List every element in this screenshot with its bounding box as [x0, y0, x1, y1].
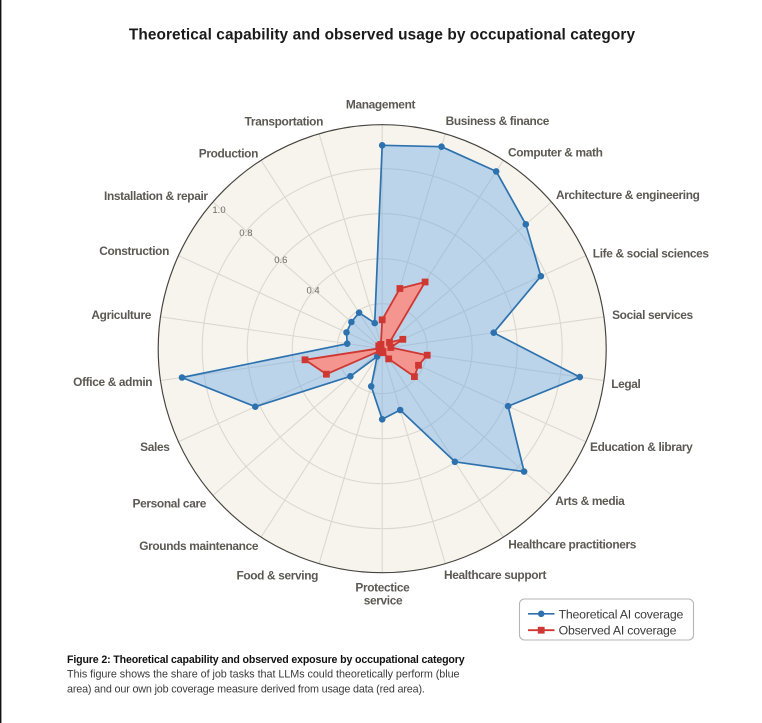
svg-text:Education & library: Education & library — [590, 440, 693, 454]
svg-text:0.4: 0.4 — [306, 286, 319, 297]
svg-text:0.6: 0.6 — [274, 255, 287, 266]
svg-text:Protectice: Protectice — [355, 581, 410, 595]
svg-text:Sales: Sales — [140, 440, 170, 454]
svg-text:Office & admin: Office & admin — [73, 375, 152, 389]
svg-text:Food & serving: Food & serving — [236, 569, 318, 583]
svg-text:0.8: 0.8 — [239, 228, 252, 239]
svg-text:Healthcare practitioners: Healthcare practitioners — [508, 537, 636, 551]
svg-text:Life & social sciences: Life & social sciences — [593, 246, 710, 260]
svg-text:Legal: Legal — [611, 377, 640, 391]
svg-text:Observed AI coverage: Observed AI coverage — [559, 624, 677, 638]
svg-text:Agriculture: Agriculture — [91, 308, 151, 322]
svg-text:Personal care: Personal care — [133, 497, 207, 511]
svg-text:Theoretical capability and obs: Theoretical capability and observed usag… — [129, 27, 636, 44]
svg-text:Computer & math: Computer & math — [508, 146, 603, 160]
svg-text:Transportation: Transportation — [245, 115, 323, 129]
svg-text:Theoretical AI coverage: Theoretical AI coverage — [559, 607, 684, 621]
svg-text:1.0: 1.0 — [212, 205, 225, 216]
svg-text:This figure shows the share of: This figure shows the share of job tasks… — [67, 669, 460, 681]
svg-text:area) and our own job coverage: area) and our own job coverage measure d… — [67, 683, 425, 695]
svg-text:Production: Production — [199, 146, 258, 160]
svg-text:Social services: Social services — [612, 308, 693, 322]
svg-text:Business & finance: Business & finance — [446, 114, 550, 128]
svg-text:Installation & repair: Installation & repair — [104, 189, 208, 203]
svg-text:Figure 2: Theoretical capabili: Figure 2: Theoretical capability and obs… — [67, 654, 465, 666]
svg-text:Management: Management — [346, 98, 416, 112]
svg-text:Architecture & engineering: Architecture & engineering — [556, 188, 700, 202]
svg-text:Healthcare support: Healthcare support — [444, 568, 546, 582]
svg-text:Construction: Construction — [99, 244, 169, 258]
svg-text:service: service — [364, 593, 403, 607]
svg-text:Arts & media: Arts & media — [555, 494, 625, 508]
svg-text:Grounds maintenance: Grounds maintenance — [139, 539, 259, 553]
